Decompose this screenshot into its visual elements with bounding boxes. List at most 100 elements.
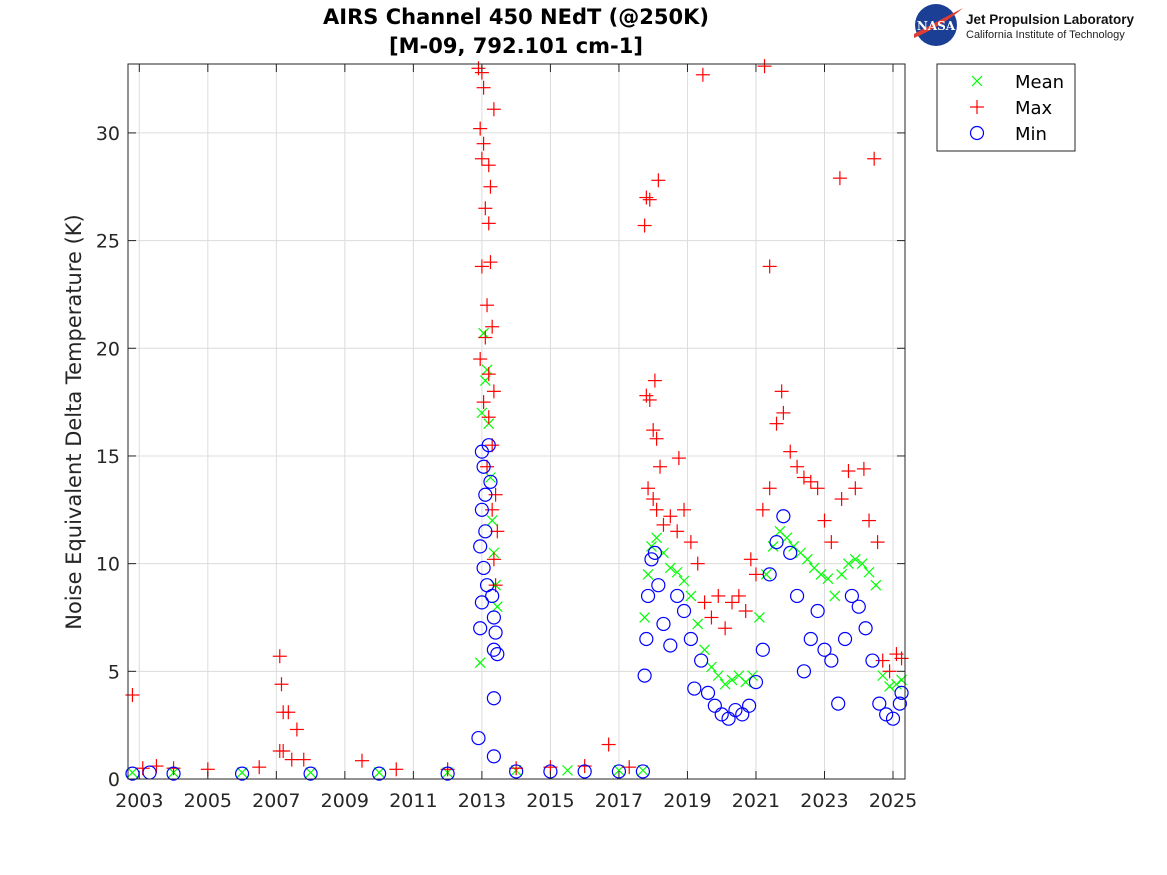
y-tick-label: 10 xyxy=(96,554,120,576)
x-tick-label: 2023 xyxy=(800,790,848,812)
data-point-mean xyxy=(491,601,503,613)
data-point-mean xyxy=(646,540,657,552)
data-point-min xyxy=(644,552,659,567)
legend: Mean Max Min xyxy=(936,63,1076,152)
data-point-mean xyxy=(849,553,861,565)
data-point-mean xyxy=(692,618,704,630)
data-point-max xyxy=(718,621,733,636)
data-point-mean xyxy=(712,670,724,682)
y-tick-label: 25 xyxy=(96,231,120,253)
data-point-mean xyxy=(870,579,882,591)
data-point-mean xyxy=(236,767,248,778)
legend-box xyxy=(936,63,1076,152)
chart-title-line1: AIRS Channel 450 NEdT (@250K) xyxy=(323,5,709,29)
data-point-max xyxy=(473,121,488,136)
data-point-max xyxy=(832,171,847,186)
data-point-max xyxy=(856,461,871,476)
data-point-max xyxy=(509,761,524,776)
data-point-mean xyxy=(642,568,654,580)
data-point-min xyxy=(748,674,764,690)
data-point-max xyxy=(824,535,839,550)
plot-frame xyxy=(127,63,906,780)
data-point-max xyxy=(738,604,753,619)
x-tick-label: 2013 xyxy=(458,790,506,812)
data-point-max xyxy=(637,218,652,233)
data-point-min xyxy=(509,764,524,779)
data-point-min xyxy=(700,685,716,700)
legend-max-plus-icon xyxy=(970,100,984,114)
data-point-max xyxy=(704,610,719,625)
x-tick-label: 2021 xyxy=(732,790,780,812)
data-point-min xyxy=(476,560,491,576)
data-point-min xyxy=(707,698,722,713)
data-point-max xyxy=(677,502,692,517)
data-point-max xyxy=(862,513,877,528)
data-point-mean xyxy=(747,670,758,682)
data-point-max xyxy=(663,509,678,524)
data-point-mean xyxy=(671,566,683,578)
data-point-max xyxy=(790,459,805,474)
data-point-min xyxy=(481,438,496,453)
data-point-min xyxy=(783,545,798,560)
data-point-max xyxy=(481,410,496,425)
data-point-mean xyxy=(478,327,490,339)
data-point-min xyxy=(670,588,685,604)
data-point-max xyxy=(642,192,657,207)
data-point-max xyxy=(867,151,882,166)
data-point-min xyxy=(755,642,770,657)
data-point-max xyxy=(649,502,664,517)
data-point-min xyxy=(721,711,736,726)
legend-min-circle-icon xyxy=(969,125,985,141)
data-point-max xyxy=(697,595,712,610)
data-point-max xyxy=(478,201,493,216)
data-point-max xyxy=(483,179,498,194)
data-point-max xyxy=(882,664,897,679)
data-point-max xyxy=(481,367,496,382)
data-point-max xyxy=(166,761,181,776)
x-tick-label: 2005 xyxy=(184,790,232,812)
data-point-max xyxy=(481,158,496,173)
data-point-min xyxy=(851,599,866,614)
x-tick-labels: 2003 2005 2007 2009 2011 2013 2015 2017 2019 2021… xyxy=(115,790,917,812)
data-point-max xyxy=(476,395,491,410)
data-point-mean xyxy=(706,661,717,673)
data-point-max xyxy=(656,517,671,532)
data-point-mean xyxy=(760,568,772,580)
data-point-min xyxy=(490,646,505,662)
logo-org-name: Jet Propulsion Laboratory xyxy=(966,12,1135,27)
data-point-mean xyxy=(639,612,651,623)
data-point-max xyxy=(848,481,863,496)
data-point-mean xyxy=(753,612,765,623)
legend-mean-label: Mean xyxy=(1015,72,1064,93)
data-point-mean xyxy=(863,566,875,578)
nasa-meatball-icon: NASA xyxy=(914,4,963,46)
data-point-max xyxy=(695,67,710,82)
data-point-max xyxy=(480,459,495,474)
data-point-max xyxy=(281,705,296,720)
data-point-max xyxy=(757,59,772,74)
data-point-max xyxy=(389,762,404,777)
data-point-max xyxy=(769,416,784,431)
data-point-max xyxy=(642,392,657,407)
data-point-min xyxy=(789,588,805,604)
data-point-min xyxy=(486,691,501,706)
data-point-max xyxy=(284,752,299,767)
data-point-min xyxy=(166,766,181,781)
data-point-max xyxy=(252,760,267,775)
legend-min-marker-icon xyxy=(969,125,985,141)
data-point-mean xyxy=(127,767,138,778)
data-point-max xyxy=(762,481,777,496)
data-point-max xyxy=(834,492,849,507)
x-tick-label: 2017 xyxy=(595,790,643,812)
data-point-max xyxy=(488,487,503,502)
data-point-max xyxy=(690,556,705,571)
data-point-min xyxy=(635,764,651,779)
data-point-min xyxy=(769,535,784,550)
y-tick-label: 15 xyxy=(96,446,120,468)
data-point-mean xyxy=(664,562,676,574)
data-point-min xyxy=(694,653,709,668)
data-point-min xyxy=(473,539,488,554)
legend-max-label: Max xyxy=(1015,98,1053,119)
ticks xyxy=(128,64,905,780)
